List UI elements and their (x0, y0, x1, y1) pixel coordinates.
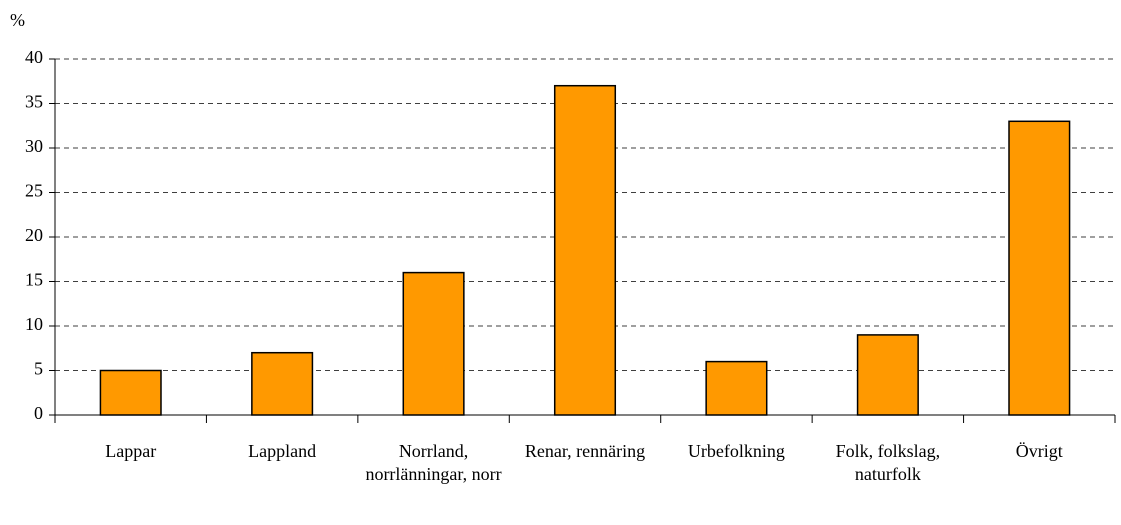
y-tick-label: 20 (25, 225, 43, 245)
x-tick-label: Lappland (248, 441, 317, 461)
bar (553, 84, 617, 416)
x-tick-label: Folk, folkslag, naturfolk (835, 441, 941, 484)
y-axis-label: % (10, 10, 25, 30)
y-tick-label: 30 (25, 136, 43, 156)
y-tick-label: 35 (25, 92, 43, 112)
bar (99, 369, 162, 416)
bar (705, 360, 768, 416)
x-tick-label: Lappar (105, 441, 157, 461)
y-tick-label: 15 (25, 270, 43, 290)
y-tick-label: 40 (25, 47, 43, 67)
x-tick-label: Renar, rennäring (524, 441, 646, 461)
x-tick-label: Övrigt (1015, 441, 1063, 461)
y-tick-label: 5 (34, 359, 43, 379)
bar (1008, 120, 1071, 416)
x-tick-label: Norrland, norrlänningar, norr (365, 441, 502, 484)
bar (856, 334, 919, 416)
x-tick-label: Urbefolkning (687, 441, 785, 461)
y-tick-label: 10 (25, 314, 43, 334)
y-tick-label: 25 (25, 181, 43, 201)
y-tick-label: 0 (34, 403, 43, 423)
bar (402, 271, 465, 416)
bar (251, 351, 314, 416)
